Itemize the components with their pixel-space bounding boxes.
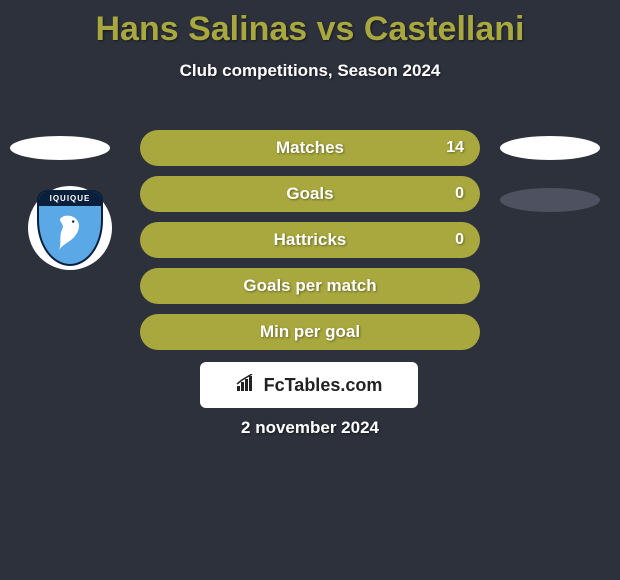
stat-row-goals-per-match: Goals per match [140,268,480,304]
stat-label: Matches [140,130,480,166]
page-subtitle: Club competitions, Season 2024 [0,61,620,81]
stat-row-min-per-goal: Min per goal [140,314,480,350]
stat-row-hattricks: Hattricks 0 [140,222,480,258]
logo-box: FcTables.com [200,362,418,408]
stat-value-right: 14 [446,130,464,166]
team-badge: IQUIQUE [28,186,112,270]
stat-row-goals: Goals 0 [140,176,480,212]
right-ellipse-2 [500,188,600,212]
stats-card: Hans Salinas vs Castellani Club competit… [0,10,620,580]
logo-text: FcTables.com [264,375,383,396]
stat-value-right: 0 [455,222,464,258]
chart-icon [236,374,258,397]
stat-label: Hattricks [140,222,480,258]
left-ellipse-1 [10,136,110,160]
team-badge-text: IQUIQUE [39,192,101,206]
footer-date: 2 november 2024 [0,418,620,438]
stat-label: Min per goal [140,314,480,350]
stat-rows: Matches 14 Goals 0 Hattricks 0 Goals per… [140,130,480,360]
stat-label: Goals [140,176,480,212]
dragon-icon [53,212,87,252]
stat-row-matches: Matches 14 [140,130,480,166]
stat-value-right: 0 [455,176,464,212]
page-title: Hans Salinas vs Castellani [0,10,620,49]
stat-label: Goals per match [140,268,480,304]
team-badge-shield: IQUIQUE [37,190,103,266]
right-ellipse-1 [500,136,600,160]
